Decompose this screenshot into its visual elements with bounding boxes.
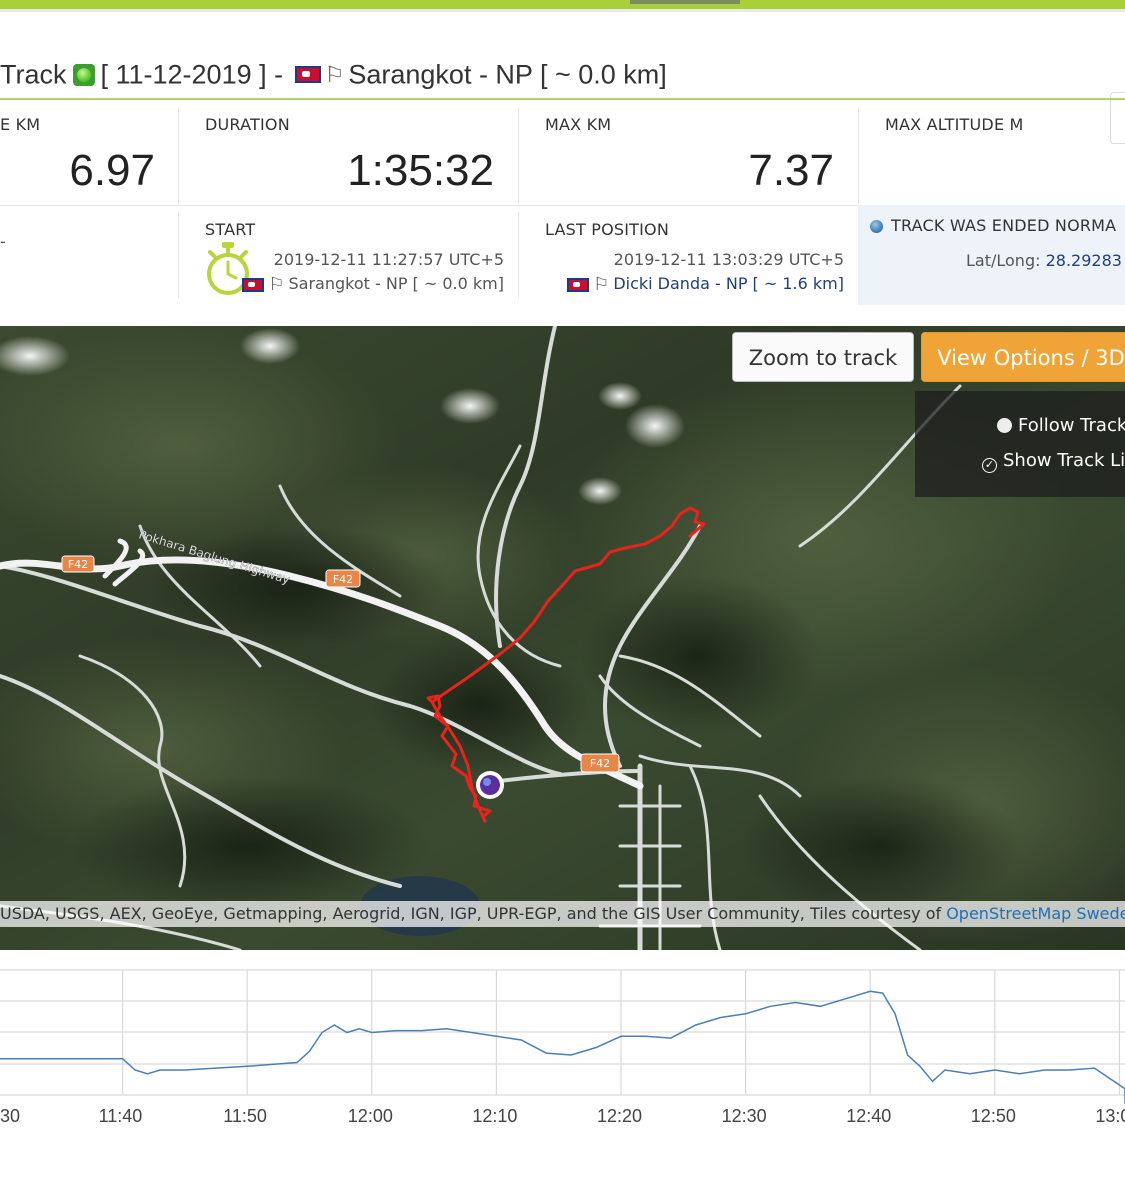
- nepal-flag-icon: [294, 66, 321, 84]
- title-location: Sarangkot - NP [ ~ 0.0 km]: [348, 59, 667, 90]
- max-km-label: MAX KM: [545, 115, 612, 134]
- last-position-location: ⚐ Dicki Danda - NP [ ~ 1.6 km]: [563, 274, 844, 295]
- stats-divider: [858, 108, 859, 203]
- check-icon[interactable]: ✓: [982, 458, 997, 473]
- title-prefix: Track: [0, 59, 67, 90]
- f42-shield: F42: [580, 753, 620, 773]
- stopwatch-icon: [207, 242, 249, 295]
- x-tick-label: 13:0: [1095, 1106, 1125, 1126]
- highway-f42: [0, 538, 644, 790]
- title-side-button[interactable]: [1110, 92, 1125, 144]
- stats-panel: E KM 6.97 DURATION 1:35:32 MAX KM 7.37 M…: [0, 100, 1125, 305]
- start-location-text: Sarangkot - NP [ ~ 0.0 km]: [288, 274, 505, 293]
- elevation-chart[interactable]: [0, 965, 1125, 1135]
- start-time: 2019-12-11 11:27:57 UTC+5: [273, 250, 504, 269]
- radio-unchecked-icon[interactable]: [997, 418, 1012, 433]
- current-position-marker[interactable]: [476, 771, 504, 799]
- last-position-label: LAST POSITION: [545, 220, 670, 239]
- elevation-line[interactable]: [0, 990, 1125, 1104]
- x-tick-label: 12:20: [597, 1106, 643, 1126]
- left-dash: -: [0, 232, 6, 251]
- x-tick-label: 12:50: [970, 1106, 1016, 1126]
- terrain-relief: [0, 326, 1125, 946]
- x-tick-label: 12:00: [347, 1106, 393, 1126]
- max-km-value: 7.37: [748, 146, 834, 195]
- page-title: Track [ 11-12-2019 ] - ⚐ Sarangkot - NP [ …: [0, 58, 667, 90]
- flag-marker-icon: ⚐: [268, 274, 285, 295]
- duration-value: 1:35:32: [347, 146, 494, 195]
- x-tick-label: 30: [0, 1106, 21, 1126]
- track-status-text: TRACK WAS ENDED NORMA: [891, 216, 1117, 235]
- chart-grid: [0, 969, 1125, 1096]
- gps-track-line[interactable]: [426, 506, 706, 823]
- duration-label: DURATION: [205, 115, 290, 134]
- map-options-panel: Follow Track ✓ Show Track Li: [915, 391, 1125, 497]
- distance-label: E KM: [0, 115, 41, 134]
- x-tick-label: 12:40: [846, 1106, 892, 1126]
- latlong-value[interactable]: 28.29283 ,: [1045, 251, 1125, 270]
- clouds: [0, 328, 685, 505]
- attribution-link[interactable]: OpenStreetMap Sweden: [946, 904, 1125, 923]
- start-location: ⚐ Sarangkot - NP [ ~ 0.0 km]: [238, 274, 504, 295]
- latlong: Lat/Long: 28.29283 ,: [966, 251, 1125, 270]
- distance-value: 6.97: [69, 146, 155, 195]
- x-tick-label: 11:40: [98, 1106, 143, 1126]
- x-tick-label: 12:10: [472, 1106, 518, 1126]
- stats-divider: [518, 212, 519, 298]
- track-title-row: Track [ 11-12-2019 ] - ⚐ Sarangkot - NP [ …: [0, 52, 1125, 144]
- road-shield-label: F42: [333, 573, 353, 586]
- follow-track-option[interactable]: Follow Track: [997, 415, 1125, 436]
- latlong-label: Lat/Long:: [966, 251, 1041, 270]
- show-track-option[interactable]: ✓ Show Track Li: [982, 450, 1125, 473]
- track-status-panel: TRACK WAS ENDED NORMA Lat/Long: 28.29283…: [858, 205, 1125, 305]
- attribution-text: USDA, USGS, AEX, GeoEye, Getmapping, Aer…: [0, 904, 947, 923]
- flag-marker-icon: ⚐: [593, 274, 610, 295]
- title-divider: [0, 98, 1125, 100]
- title-date: [ 11-12-2019 ] -: [100, 59, 284, 90]
- f42-shield: F42: [61, 555, 95, 573]
- status-info-icon: [870, 220, 883, 233]
- top-nav-bar: [0, 0, 1125, 12]
- flag-marker-icon: ⚐: [324, 61, 345, 87]
- top-nav-tab[interactable]: [630, 0, 740, 4]
- last-position-time: 2019-12-11 13:03:29 UTC+5: [613, 250, 844, 269]
- x-tick-label: 11:50: [223, 1106, 267, 1126]
- max-altitude-label: MAX ALTITUDE M: [885, 115, 1024, 134]
- nepal-flag-icon: [242, 277, 265, 292]
- stats-row-divider: [0, 205, 858, 206]
- nepal-flag-icon: [567, 277, 590, 292]
- status-online-icon: [72, 63, 95, 86]
- f42-shield: F42: [325, 569, 361, 588]
- road-shield-label: F42: [590, 757, 610, 770]
- start-label: START: [205, 220, 256, 239]
- map-attribution: USDA, USGS, AEX, GeoEye, Getmapping, Aer…: [0, 901, 1125, 927]
- x-tick-label: 12:30: [721, 1106, 767, 1126]
- view-options-button[interactable]: View Options / 3D: [921, 332, 1125, 382]
- stats-divider: [518, 108, 519, 203]
- show-track-label: Show Track Li: [1003, 450, 1125, 471]
- zoom-to-track-button[interactable]: Zoom to track: [732, 332, 914, 382]
- last-position-link[interactable]: Dicki Danda - NP [ ~ 1.6 km]: [613, 274, 844, 293]
- top-accent-bar: [0, 0, 1125, 9]
- stats-divider: [178, 212, 179, 298]
- stats-divider: [178, 108, 179, 203]
- satellite-map[interactable]: Pokhara Baglung Highway F42 F42 F42 Zoom…: [0, 326, 1125, 950]
- road-shield-label: F42: [68, 558, 88, 571]
- follow-track-label: Follow Track: [1018, 415, 1125, 436]
- track-status: TRACK WAS ENDED NORMA: [870, 216, 1116, 235]
